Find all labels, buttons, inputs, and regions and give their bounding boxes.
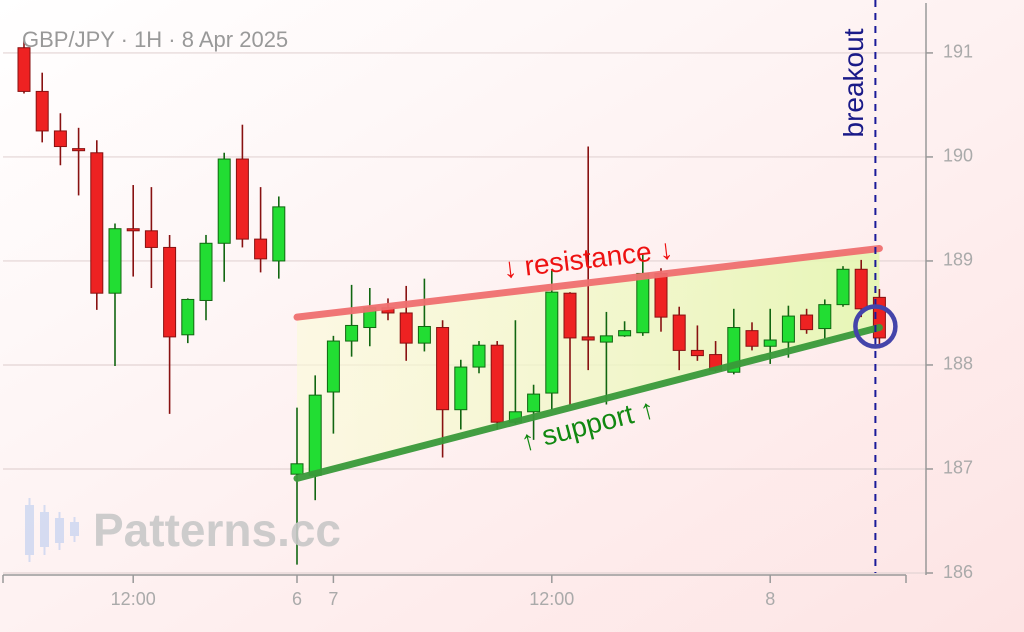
candle-body xyxy=(399,312,413,344)
watermark-icon xyxy=(25,498,79,562)
candle-body xyxy=(763,339,777,347)
candle-body xyxy=(800,314,814,331)
candle-body xyxy=(163,246,177,338)
candle-body xyxy=(72,148,86,152)
candle-body xyxy=(126,228,140,232)
y-tick-label: 187 xyxy=(943,458,973,478)
candle-body xyxy=(144,230,158,248)
candle-body xyxy=(745,330,759,347)
candles xyxy=(17,40,886,565)
candle-body xyxy=(581,336,595,341)
candle-body xyxy=(417,325,431,344)
candle-body xyxy=(818,304,832,330)
breakout-marker xyxy=(853,304,898,349)
candle-body xyxy=(108,228,122,294)
x-tick-label: 6 xyxy=(292,589,302,609)
candle-body xyxy=(436,327,450,411)
candle-body xyxy=(854,268,868,310)
candle-body xyxy=(690,349,704,357)
candle-body xyxy=(599,335,613,343)
y-tick-label: 186 xyxy=(943,562,973,582)
candle-body xyxy=(308,394,322,476)
candle-body xyxy=(17,47,31,92)
candle-body xyxy=(35,90,49,132)
trend-line xyxy=(293,324,883,482)
chart-title: GBP/JPY · 1H · 8 Apr 2025 xyxy=(22,27,288,52)
candle-body xyxy=(618,330,632,337)
y-tick-label: 189 xyxy=(943,250,973,270)
candle-body xyxy=(545,291,559,394)
x-tick-label: 12:00 xyxy=(111,589,156,609)
candle-body xyxy=(272,206,286,262)
y-tick-label: 191 xyxy=(943,42,973,62)
candle-body xyxy=(527,393,541,413)
candle-body xyxy=(454,366,468,411)
candle-body xyxy=(563,292,577,339)
candle-body xyxy=(472,344,486,368)
candle-body xyxy=(217,158,231,244)
breakout-label: breakout xyxy=(838,28,869,137)
candle-body xyxy=(181,298,195,336)
candle-body xyxy=(290,463,304,475)
candle-body xyxy=(654,272,668,318)
candle-body xyxy=(90,152,104,294)
x-tick-label: 7 xyxy=(328,589,338,609)
candle-body xyxy=(490,344,504,423)
candle-body xyxy=(836,268,850,306)
candle-body xyxy=(636,272,650,334)
x-tick-label: 8 xyxy=(765,589,775,609)
candle-body xyxy=(326,340,340,393)
candle-body xyxy=(254,238,268,260)
candle-body xyxy=(53,130,67,148)
candle-body xyxy=(199,242,213,301)
trend-line xyxy=(293,244,883,321)
candle-body xyxy=(672,314,686,351)
y-tick-label: 188 xyxy=(943,354,973,374)
watermark: Patterns.cc xyxy=(93,504,341,556)
candle-body xyxy=(345,324,359,342)
candle-body xyxy=(781,315,795,343)
y-tick-label: 190 xyxy=(943,146,973,166)
candle-body xyxy=(235,158,249,240)
x-tick-label: 12:00 xyxy=(529,589,574,609)
